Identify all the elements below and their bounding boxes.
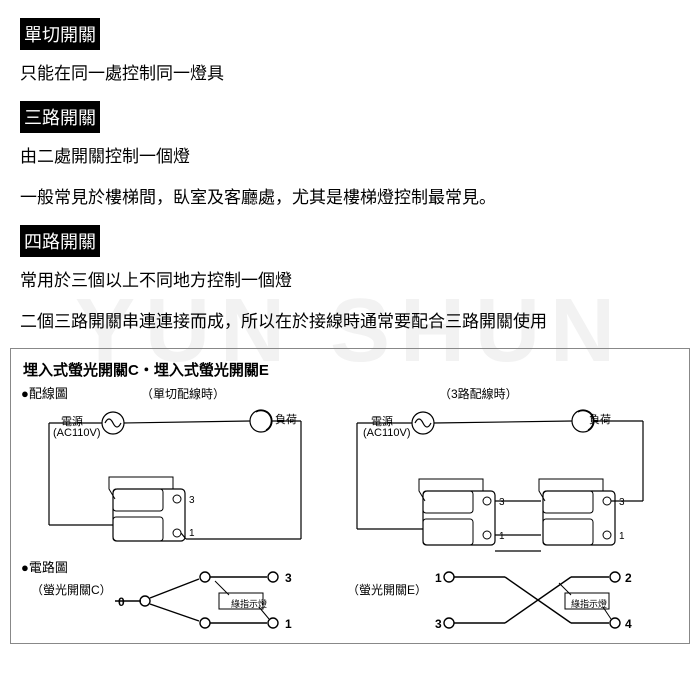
diagram-container: 埋入式螢光開關C・埋入式螢光開關E ●配線圖 （單切配線時） （3路配線時） 電… — [10, 348, 690, 644]
svg-text:3: 3 — [499, 497, 505, 508]
term-1-left: 1 — [285, 617, 292, 631]
left-diagram-title: （單切配線時） — [141, 385, 225, 402]
wiring-label: ●配線圖 — [21, 383, 68, 402]
term-1-right: 1 — [435, 571, 442, 585]
term-2-right: 2 — [625, 571, 632, 585]
circuit-label: ●電路圖 — [21, 557, 68, 576]
circuit-right-label: （螢光開關E） — [347, 581, 427, 598]
svg-text:1: 1 — [499, 531, 505, 542]
text-content: 單切開關 只能在同一處控制同一燈具 三路開關 由二處開關控制一個燈 一般常見於樓… — [0, 0, 700, 336]
term-4-right: 4 — [625, 617, 632, 631]
svg-text:3: 3 — [619, 497, 625, 508]
tag-single: 單切開關 — [20, 18, 100, 50]
desc-four-2: 二個三路開關串連連接而成，所以在於接線時通常要配合三路開關使用 — [20, 308, 680, 337]
svg-text:1: 1 — [619, 531, 625, 542]
circuit-left-svg — [111, 567, 341, 633]
circuit-left-label: （螢光開關C） — [31, 581, 112, 598]
desc-four-1: 常用於三個以上不同地方控制一個燈 — [20, 267, 680, 296]
term-3-right: 3 — [435, 617, 442, 631]
desc-single-1: 只能在同一處控制同一燈具 — [20, 60, 680, 89]
term-0-left: 0 — [118, 595, 125, 609]
tag-four: 四路開關 — [20, 225, 100, 257]
term-3-left: 3 — [285, 571, 292, 585]
svg-text:1: 1 — [189, 528, 195, 539]
diagram-title: 埋入式螢光開關C・埋入式螢光開關E — [23, 359, 677, 380]
desc-three-2: 一般常見於樓梯間，臥室及客廳處，尤其是樓梯燈控制最常見。 — [20, 184, 680, 213]
desc-three-1: 由二處開關控制一個燈 — [20, 143, 680, 172]
indicator-right: 綠指示燈 — [571, 597, 607, 610]
svg-text:3: 3 — [189, 495, 195, 506]
wiring-right-svg: 3 1 3 1 — [347, 401, 657, 557]
tag-three: 三路開關 — [20, 101, 100, 133]
right-diagram-title: （3路配線時） — [439, 385, 518, 402]
wiring-left-svg: 3 1 — [41, 401, 321, 551]
indicator-left: 綠指示燈 — [231, 597, 267, 610]
